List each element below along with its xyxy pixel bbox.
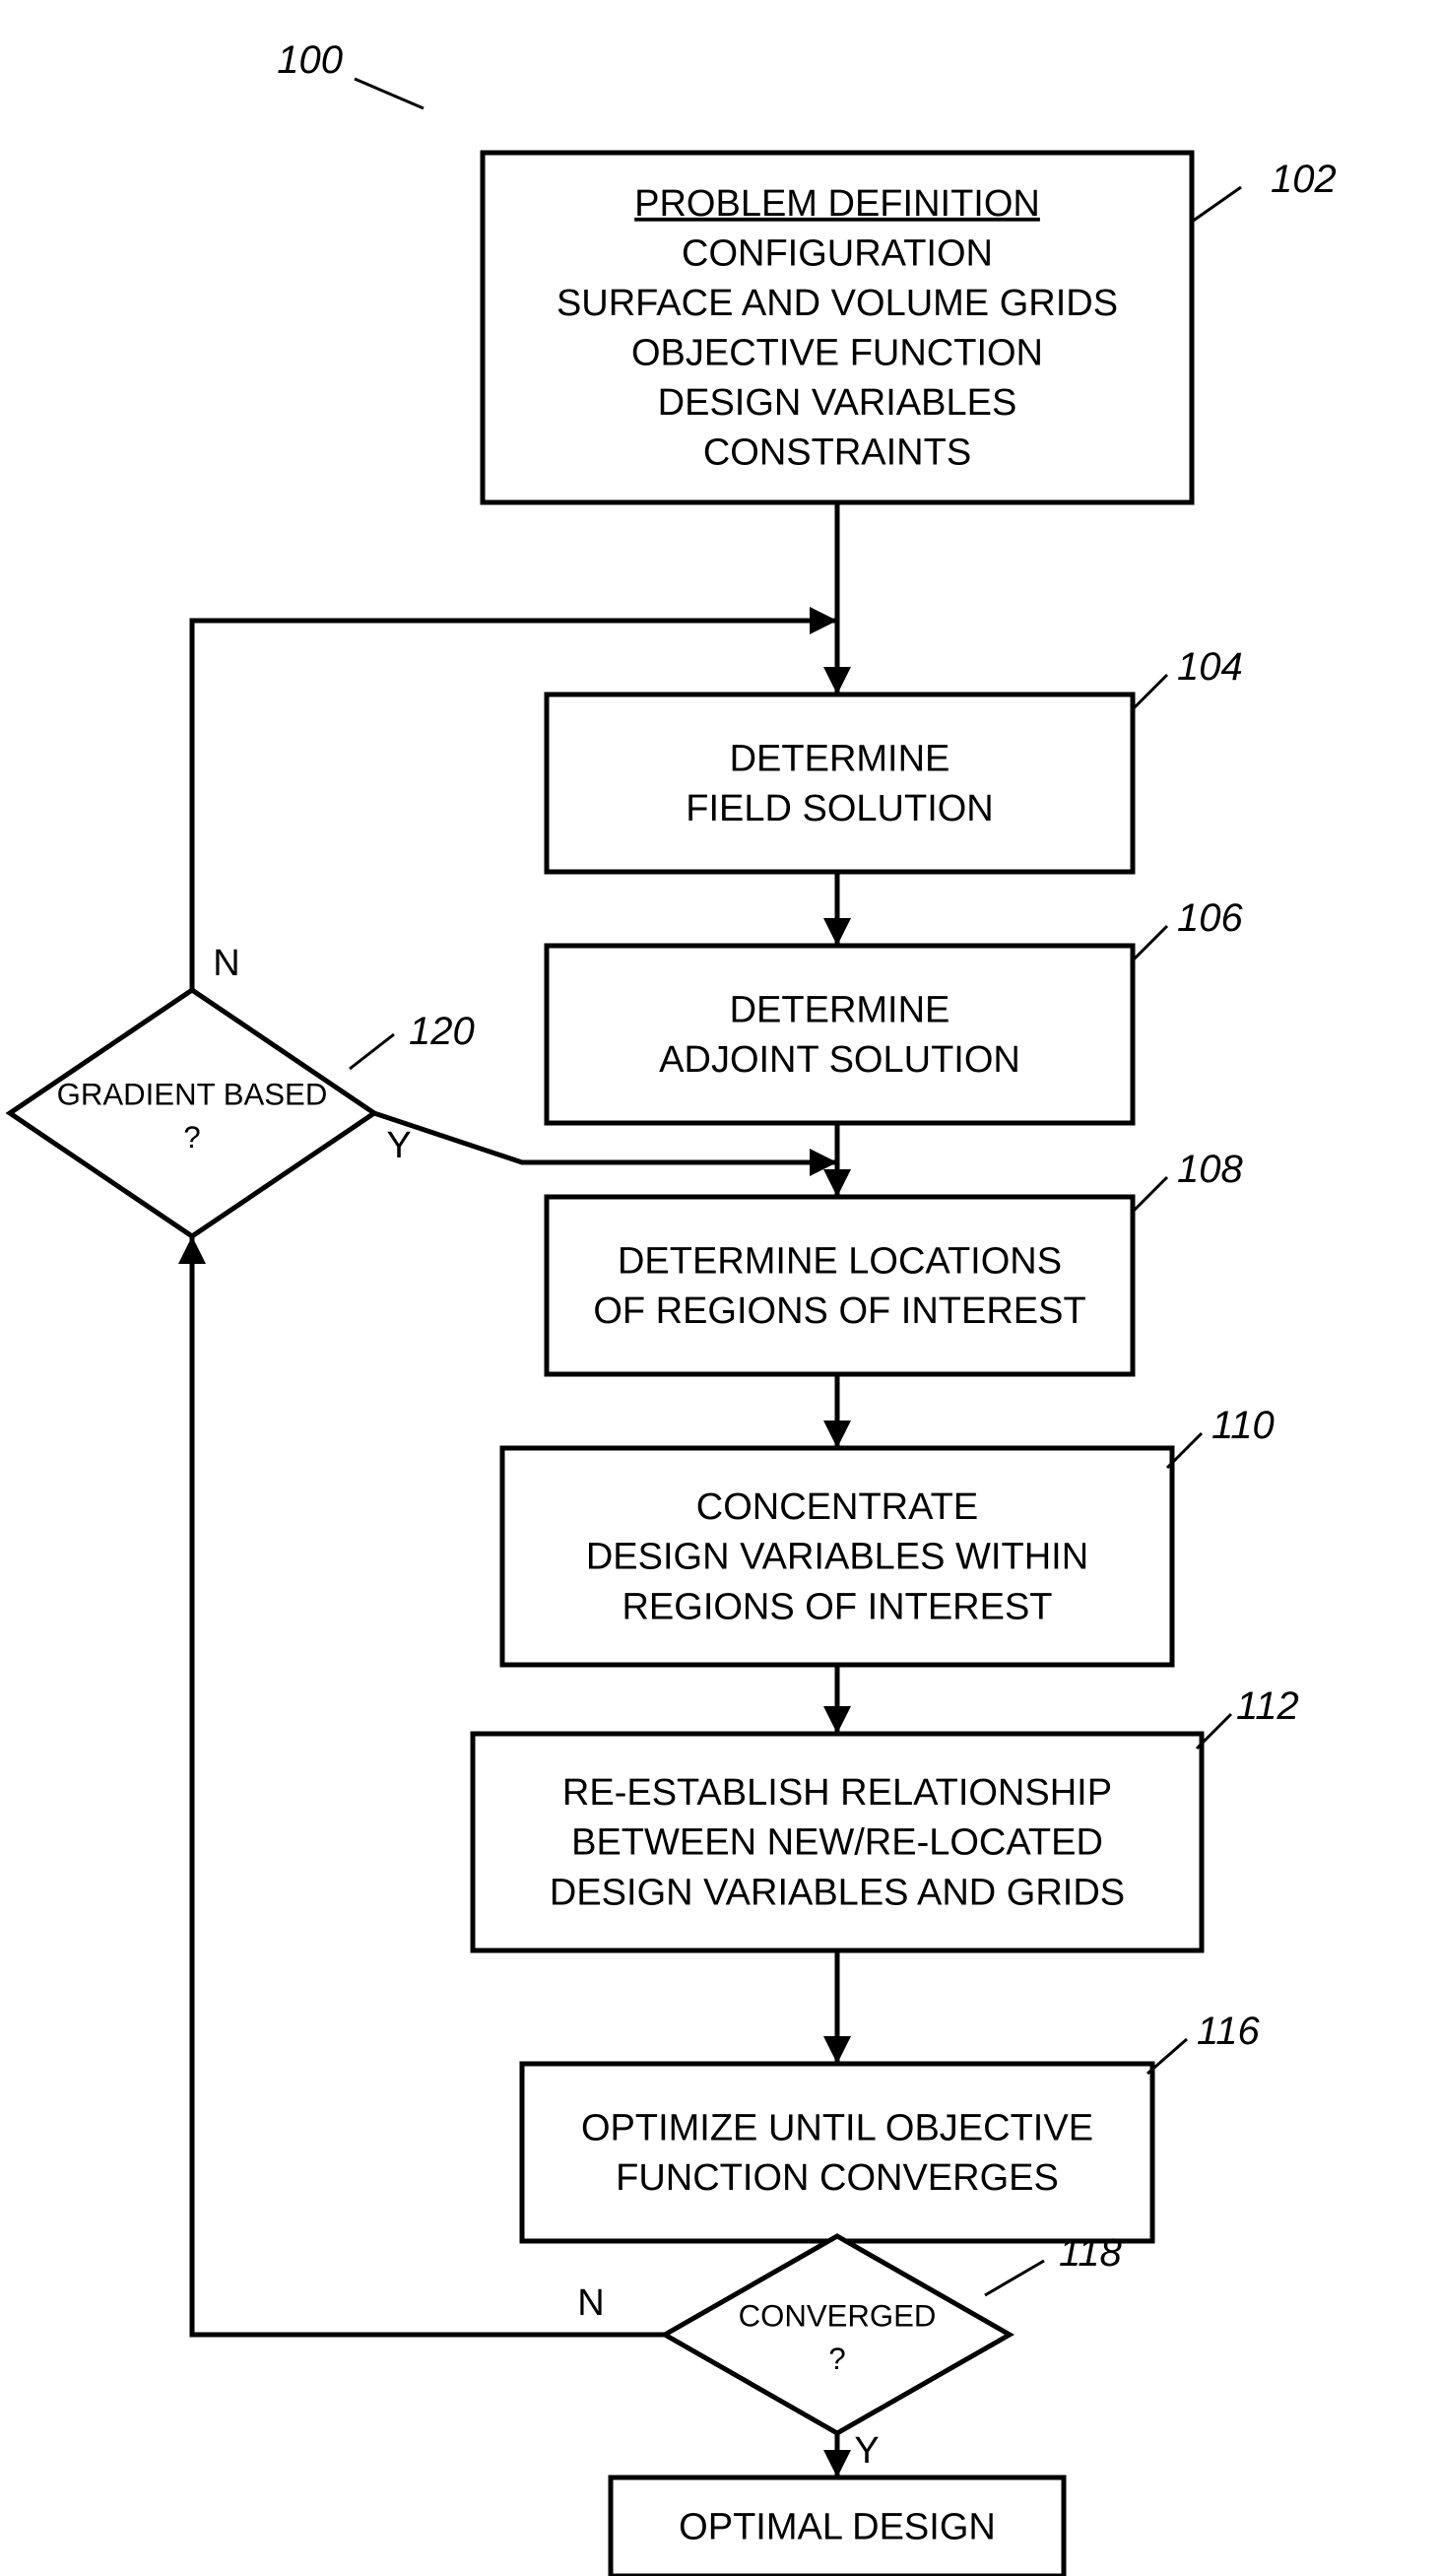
n104-leader [1133, 675, 1167, 709]
n112-line-0: RE-ESTABLISH RELATIONSHIP [562, 1772, 1112, 1814]
n102-line-5: CONSTRAINTS [703, 432, 971, 474]
n118-line-1: ? [828, 2342, 845, 2376]
n108-leader [1133, 1177, 1167, 1212]
n108-line-1: OF REGIONS OF INTEREST [593, 1290, 1085, 1332]
n118-leader [985, 2261, 1044, 2295]
n106-box [547, 946, 1133, 1123]
n116-leader [1147, 2039, 1187, 2074]
n118-line-0: CONVERGED [739, 2298, 937, 2333]
n116-line-1: FUNCTION CONVERGES [616, 2157, 1059, 2199]
n104-box [547, 694, 1133, 872]
n110-line-1: DESIGN VARIABLES WITHIN [586, 1537, 1088, 1578]
edge-label: Y [386, 1125, 411, 1166]
n108-box [547, 1197, 1133, 1374]
n102-callout: 102 [1271, 158, 1337, 201]
n110-callout: 110 [1211, 1404, 1275, 1447]
n102-line-1: CONFIGURATION [682, 232, 993, 274]
n120-leader [350, 1034, 394, 1069]
figure-label: 100 [277, 38, 343, 82]
n102-line-2: SURFACE AND VOLUME GRIDS [556, 283, 1118, 324]
n118-diamond [665, 2236, 1010, 2433]
n116-callout: 116 [1197, 2010, 1261, 2053]
n102-line-4: DESIGN VARIABLES [658, 382, 1017, 424]
n116-box [522, 2064, 1152, 2241]
n108-line-0: DETERMINE LOCATIONS [618, 1240, 1062, 1282]
n120-callout: 120 [409, 1010, 475, 1053]
n_opt-line-0: OPTIMAL DESIGN [679, 2507, 996, 2548]
n106-leader [1133, 926, 1167, 960]
n110-line-2: REGIONS OF INTEREST [622, 1586, 1052, 1627]
n112-line-2: DESIGN VARIABLES AND GRIDS [550, 1872, 1125, 1913]
edge-label: N [577, 2282, 604, 2324]
n120-diamond [10, 990, 374, 1236]
edge-label: N [213, 943, 239, 984]
n112-callout: 112 [1236, 1684, 1299, 1728]
n118-callout: 118 [1059, 2231, 1123, 2275]
n120-line-0: GRADIENT BASED [57, 1077, 328, 1111]
n110-line-0: CONCENTRATE [696, 1486, 978, 1528]
n102-leader [1192, 187, 1241, 222]
n106-callout: 106 [1177, 896, 1243, 940]
n104-callout: 104 [1177, 645, 1243, 689]
n120-line-1: ? [183, 1120, 200, 1155]
n102-line-0: PROBLEM DEFINITION [634, 183, 1040, 225]
n106-line-0: DETERMINE [730, 989, 950, 1030]
edge-label: Y [854, 2430, 879, 2472]
n108-callout: 108 [1177, 1148, 1243, 1191]
n112-line-1: BETWEEN NEW/RE-LOCATED [571, 1822, 1103, 1864]
n104-line-1: FIELD SOLUTION [686, 788, 994, 829]
n102-line-3: OBJECTIVE FUNCTION [631, 333, 1043, 374]
n116-line-0: OPTIMIZE UNTIL OBJECTIVE [581, 2107, 1093, 2148]
n104-line-0: DETERMINE [730, 738, 950, 779]
n106-line-1: ADJOINT SOLUTION [659, 1039, 1020, 1081]
